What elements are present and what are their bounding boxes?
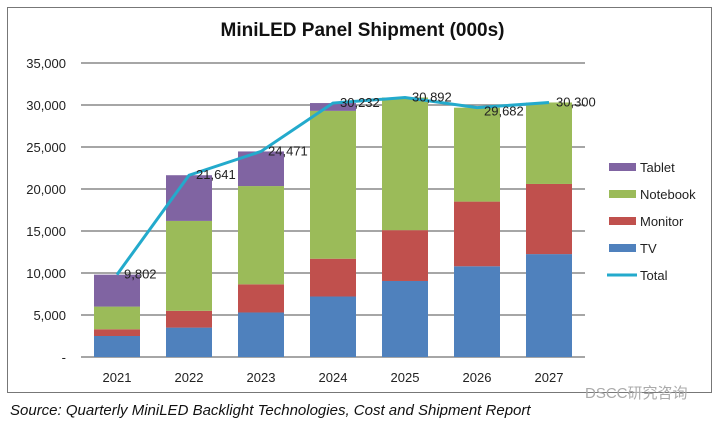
bar-tv [166,327,212,357]
data-label-total: 9,802 [124,267,157,282]
data-label-total: 24,471 [268,143,308,158]
source-note: Source: Quarterly MiniLED Backlight Tech… [10,402,531,419]
bar-tablet [94,274,140,307]
bar-monitor [454,201,500,267]
y-tick-label: 10,000 [26,266,66,281]
y-tick-label: - [62,350,66,365]
y-tick-label: 5,000 [33,308,66,323]
bar-notebook [310,110,356,259]
legend-swatch-monitor [609,217,636,225]
data-label-total: 30,892 [412,90,452,105]
bar-notebook [526,102,572,184]
legend-label: Notebook [640,187,696,202]
chart-frame [7,7,712,393]
bar-notebook [382,97,428,231]
x-tick-label: 2025 [391,370,420,385]
bar-tablet [310,103,356,111]
y-tick-label: 30,000 [26,98,66,113]
x-tick-label: 2021 [103,370,132,385]
x-tick-label: 2024 [319,370,348,385]
bar-notebook [454,107,500,202]
bar-tv [382,280,428,357]
legend-swatch-tv [609,244,636,252]
bar-monitor [310,258,356,297]
bar-tv [94,336,140,357]
legend-label: TV [640,241,657,256]
bar-notebook [94,306,140,330]
data-label-total: 30,232 [340,95,380,110]
data-label-total: 21,641 [196,167,236,182]
bar-notebook [238,186,284,285]
bar-tv [238,312,284,357]
legend-label: Monitor [640,214,684,229]
bar-tv [526,254,572,357]
data-label-total: 29,682 [484,104,524,119]
y-tick-label: 25,000 [26,140,66,155]
bar-monitor [94,329,140,336]
y-tick-label: 15,000 [26,224,66,239]
x-tick-label: 2026 [463,370,492,385]
data-label-total: 30,300 [556,94,596,109]
chart-title: MiniLED Panel Shipment (000s) [220,20,505,41]
x-tick-label: 2023 [247,370,276,385]
legend-label: Total [640,268,668,283]
bar-monitor [166,310,212,328]
bar-monitor [382,230,428,281]
bar-monitor [526,183,572,255]
x-tick-label: 2022 [175,370,204,385]
legend-label: Tablet [640,160,675,175]
y-tick-label: 35,000 [26,56,66,71]
bar-tv [454,266,500,357]
watermark: DSCC研究咨询 [585,385,688,402]
x-tick-label: 2027 [535,370,564,385]
legend-swatch-notebook [609,190,636,198]
bar-monitor [238,284,284,313]
legend-swatch-tablet [609,163,636,171]
total-line [115,95,550,276]
y-tick-label: 20,000 [26,182,66,197]
bar-notebook [166,220,212,311]
bar-tv [310,296,356,357]
